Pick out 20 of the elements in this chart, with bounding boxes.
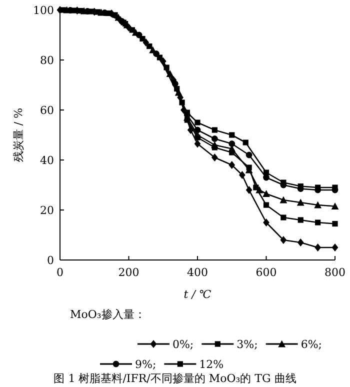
legend-label: 12% — [199, 358, 224, 371]
legend-label: 6%; — [300, 338, 322, 351]
x-tick-label: 600 — [256, 266, 277, 279]
x-tick-label: 200 — [118, 266, 140, 279]
annotation: 图 1 树脂基料/IFR/不同掺量的 MoO₃的 TG 曲线 — [54, 372, 296, 385]
y-axis-title: 残炭量 / % — [12, 108, 25, 162]
x-tick-label: 800 — [324, 266, 346, 279]
legend-title: MoO₃掺入量： — [70, 308, 146, 321]
y-tick-label: 20 — [40, 204, 54, 217]
x-tick-label: 400 — [187, 266, 208, 279]
y-tick-label: 80 — [40, 54, 54, 67]
x-tick-label: 0 — [56, 266, 64, 279]
x-axis-title: t / ℃ — [184, 288, 212, 301]
y-tick-label: 40 — [40, 154, 54, 167]
legend-label: 0%; — [172, 338, 194, 351]
y-tick-label: 100 — [33, 4, 54, 17]
y-tick-label: 60 — [40, 104, 54, 117]
legend-label: 3%; — [236, 338, 258, 351]
legend-label: 9%; — [135, 358, 156, 371]
y-tick-label: 0 — [47, 254, 54, 267]
